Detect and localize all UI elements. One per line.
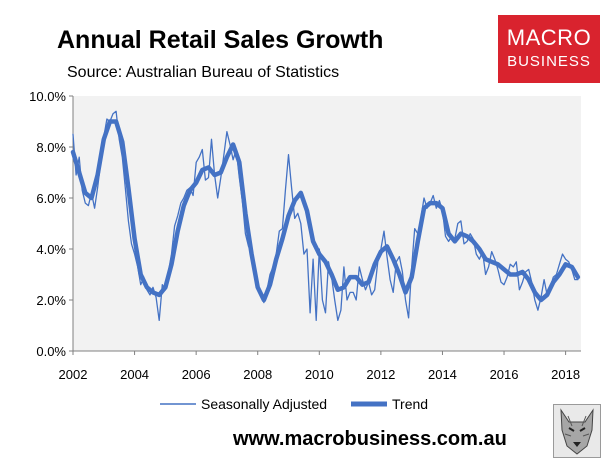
series-line-seasonally-adjusted (72, 110, 579, 322)
y-ticks: 0.0% 2.0% 4.0% 6.0% 8.0% 10.0% (29, 89, 73, 359)
x-tick-label: 2010 (305, 367, 334, 382)
series-line-trend (70, 119, 581, 303)
x-tick-label: 2012 (366, 367, 395, 382)
x-tick-label: 2018 (551, 367, 580, 382)
x-tick-label: 2004 (120, 367, 149, 382)
logo-line-2: BUSINESS (507, 53, 591, 70)
macrobusiness-logo[interactable]: MACRO BUSINESS (498, 15, 600, 83)
y-tick-label: 4.0% (36, 242, 66, 257)
y-tick-label: 2.0% (36, 293, 66, 308)
y-tick-label: 6.0% (36, 191, 66, 206)
x-tick-label: 2014 (428, 367, 457, 382)
legend-label-seasonally-adjusted: Seasonally Adjusted (201, 396, 327, 412)
x-ticks: 2002 2004 2006 2008 2010 2012 2014 2016 2018 (59, 351, 580, 382)
x-tick-label: 2016 (490, 367, 519, 382)
series-group (70, 110, 581, 322)
y-tick-label: 8.0% (36, 140, 66, 155)
plot-area (73, 96, 581, 351)
y-tick-label: 10.0% (29, 89, 66, 104)
footer-url[interactable]: www.macrobusiness.com.au (233, 428, 507, 450)
logo-line-1: MACRO (506, 25, 592, 50)
x-tick-label: 2008 (243, 367, 272, 382)
x-tick-label: 2002 (59, 367, 88, 382)
legend: Seasonally Adjusted Trend (160, 396, 428, 412)
chart-title: Annual Retail Sales Growth (57, 26, 384, 54)
x-tick-label: 2006 (182, 367, 211, 382)
legend-label-trend: Trend (392, 396, 428, 412)
wolf-mascot-icon (553, 404, 601, 458)
chart-subtitle: Source: Australian Bureau of Statistics (67, 64, 340, 81)
y-tick-label: 0.0% (36, 344, 66, 359)
